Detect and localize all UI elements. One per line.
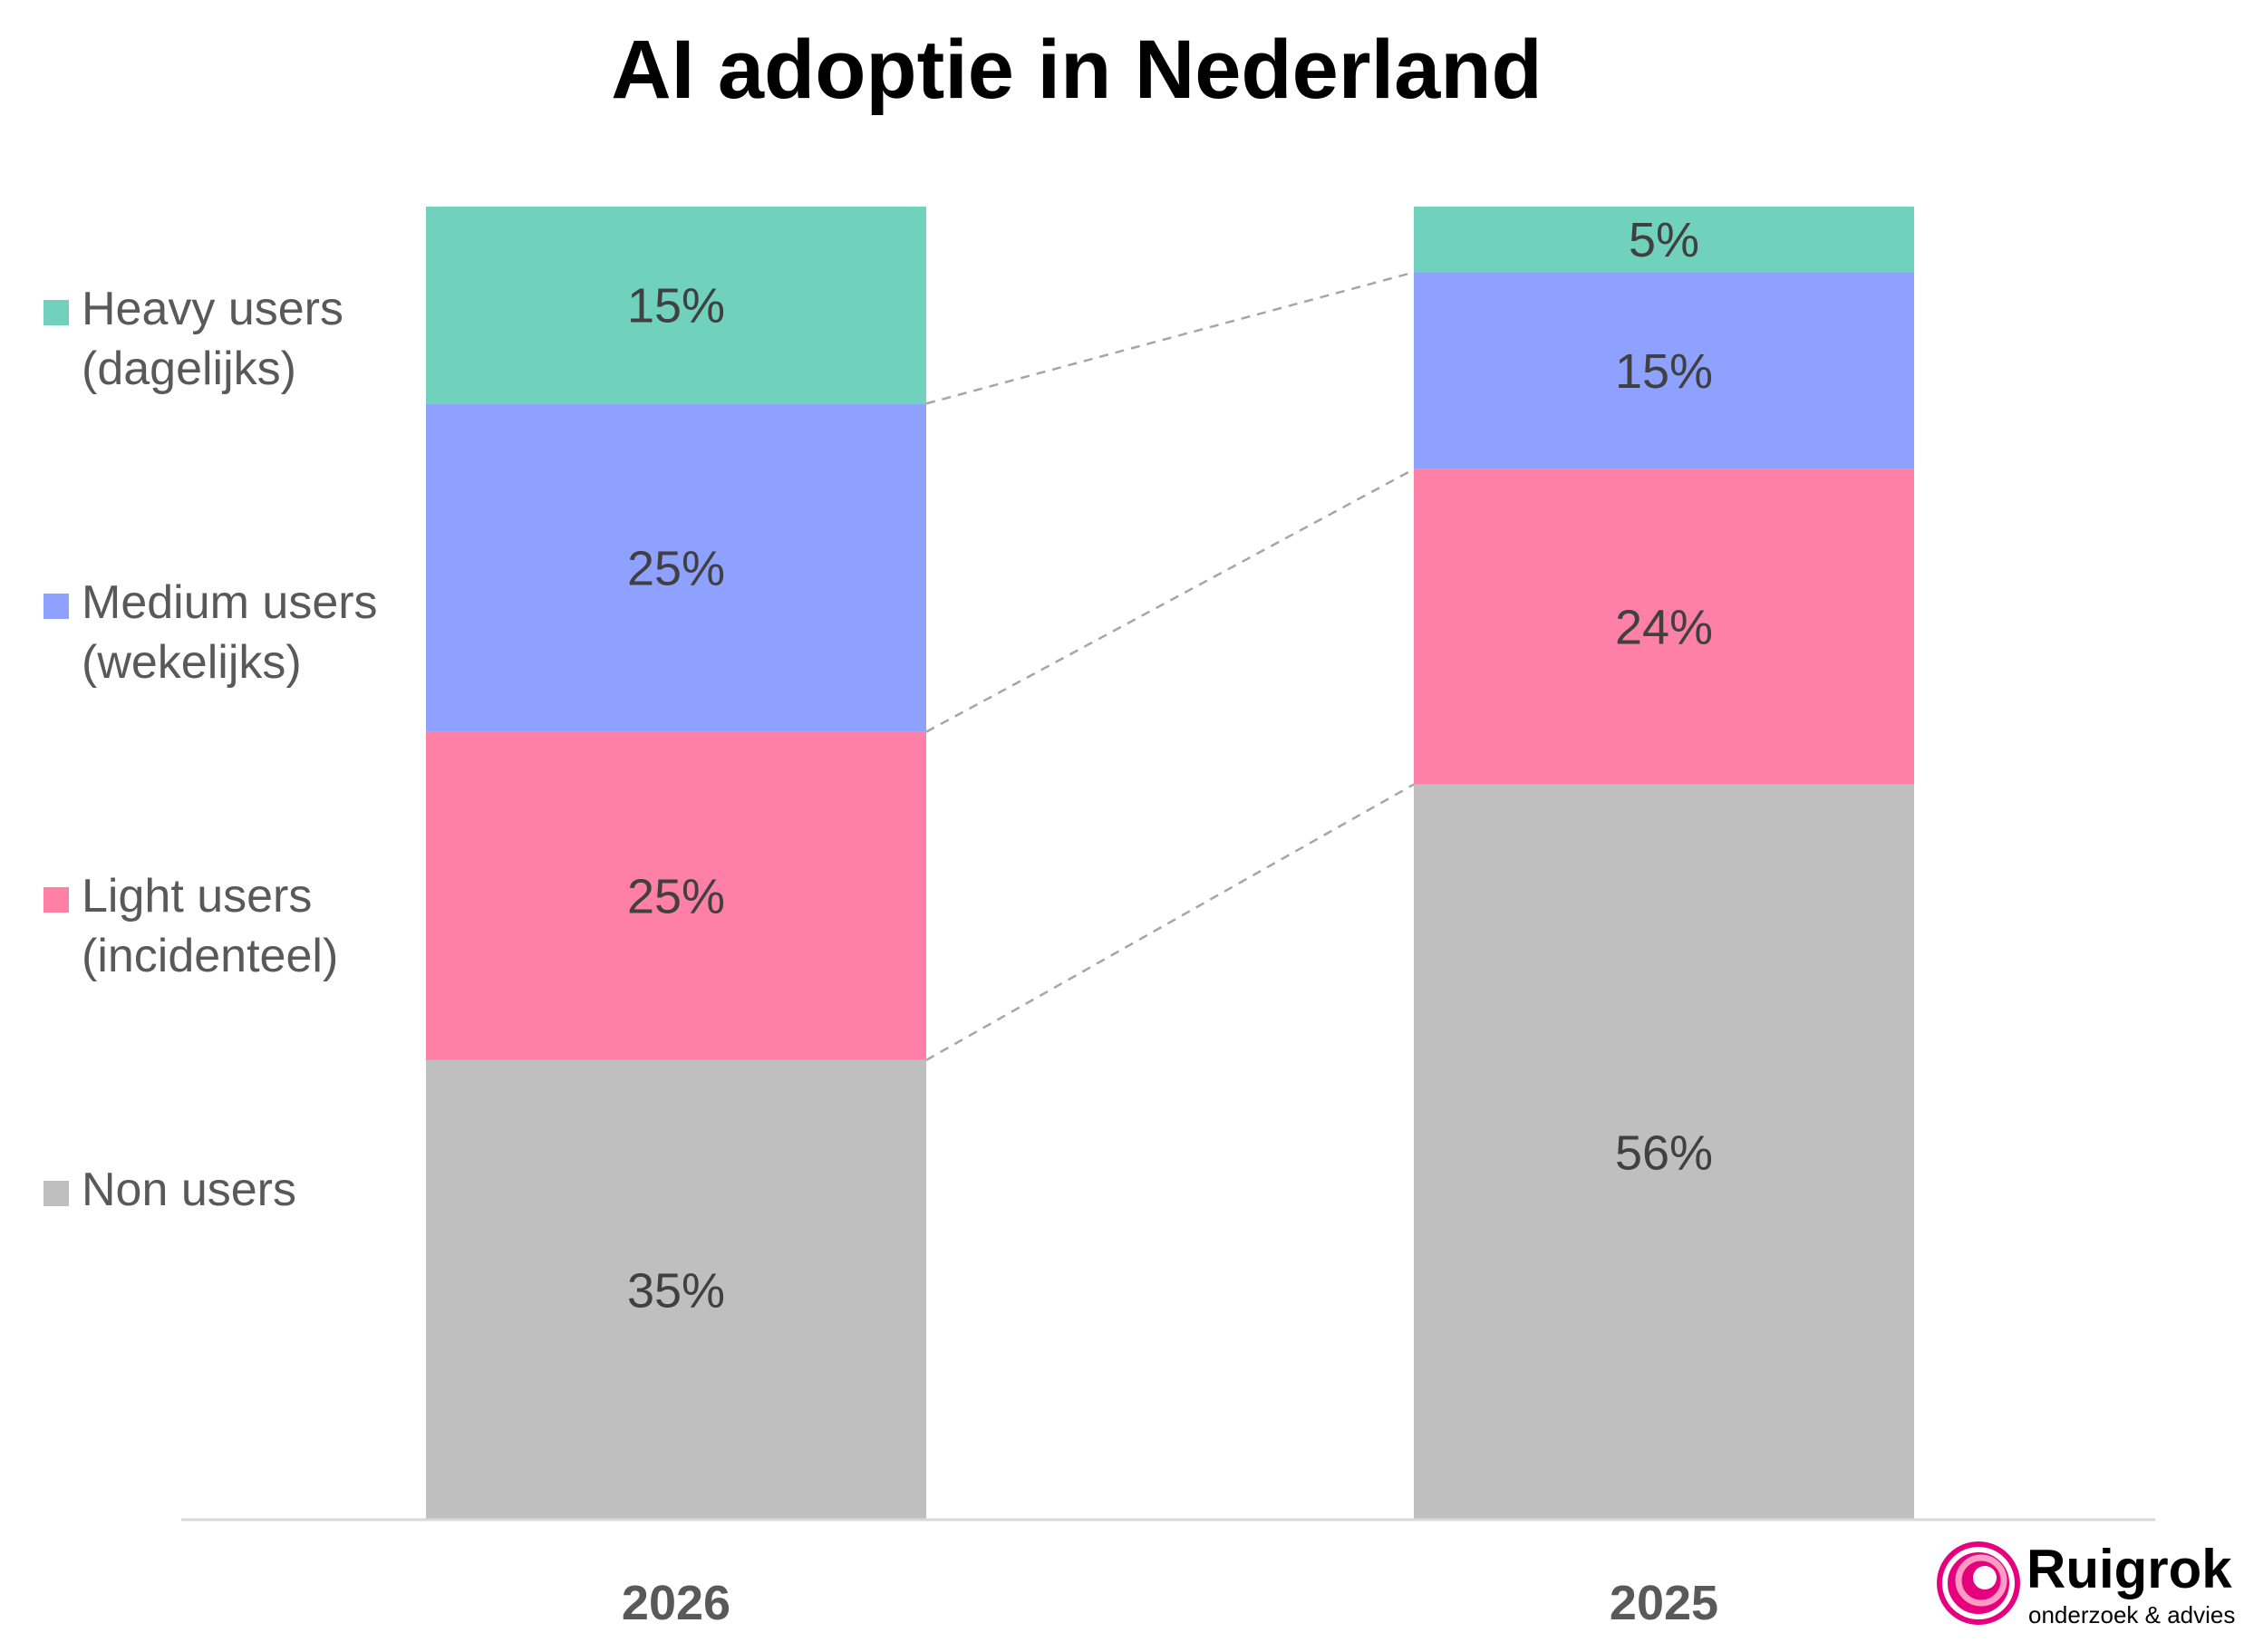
category-labels: 2026 2025 — [622, 1576, 1718, 1630]
legend-swatch — [44, 887, 69, 913]
bar-segment — [1414, 784, 1914, 1520]
legend-label: (wekelijks) — [82, 636, 302, 689]
category-label: 2026 — [622, 1576, 730, 1630]
legend-label: Non users — [82, 1164, 296, 1216]
ruigrok-logo: Ruigrok onderzoek & advies — [1937, 1539, 2235, 1628]
logo-mark-icon — [1937, 1541, 2020, 1625]
logo-tagline: onderzoek & advies — [2028, 1601, 2235, 1628]
legend-swatch — [44, 300, 69, 325]
data-label: 24% — [1615, 601, 1713, 655]
legend-swatch — [44, 594, 69, 619]
legend-label: Heavy users — [82, 283, 343, 335]
bar-segment — [426, 207, 926, 404]
chart-title: AI adoptie in Nederland — [611, 24, 1542, 116]
logo-name: Ruigrok — [2026, 1539, 2232, 1599]
data-label: 15% — [627, 279, 725, 333]
connector-line — [925, 783, 1415, 1061]
legend-label: (incidenteel) — [82, 930, 338, 982]
connector-line — [925, 271, 1415, 405]
bar-segment — [1414, 272, 1914, 469]
legend-swatch — [44, 1181, 69, 1206]
bar-segment — [426, 403, 926, 732]
segment-labels: 35% 25% 25% 15% 56% 24% 15% 5% — [627, 213, 1713, 1318]
data-label: 25% — [627, 541, 725, 595]
data-label: 35% — [627, 1263, 725, 1318]
bar-segment — [1414, 469, 1914, 785]
connector-lines — [925, 271, 1415, 1061]
data-label: 5% — [1629, 213, 1699, 267]
connector-line — [925, 468, 1415, 733]
bar-segment — [426, 1059, 926, 1520]
legend-label: Medium users — [82, 576, 378, 629]
category-label: 2025 — [1610, 1576, 1718, 1630]
data-label: 15% — [1615, 344, 1713, 399]
bar-segment — [1414, 207, 1914, 273]
data-label: 25% — [627, 870, 725, 924]
bars — [426, 207, 1914, 1520]
bar-segment — [426, 731, 926, 1060]
legend: Heavy users (dagelijks) Medium users (wekel… — [44, 283, 378, 1216]
legend-label: Light users — [82, 870, 312, 923]
data-label: 56% — [1615, 1125, 1713, 1180]
legend-label: (dagelijks) — [82, 343, 296, 395]
